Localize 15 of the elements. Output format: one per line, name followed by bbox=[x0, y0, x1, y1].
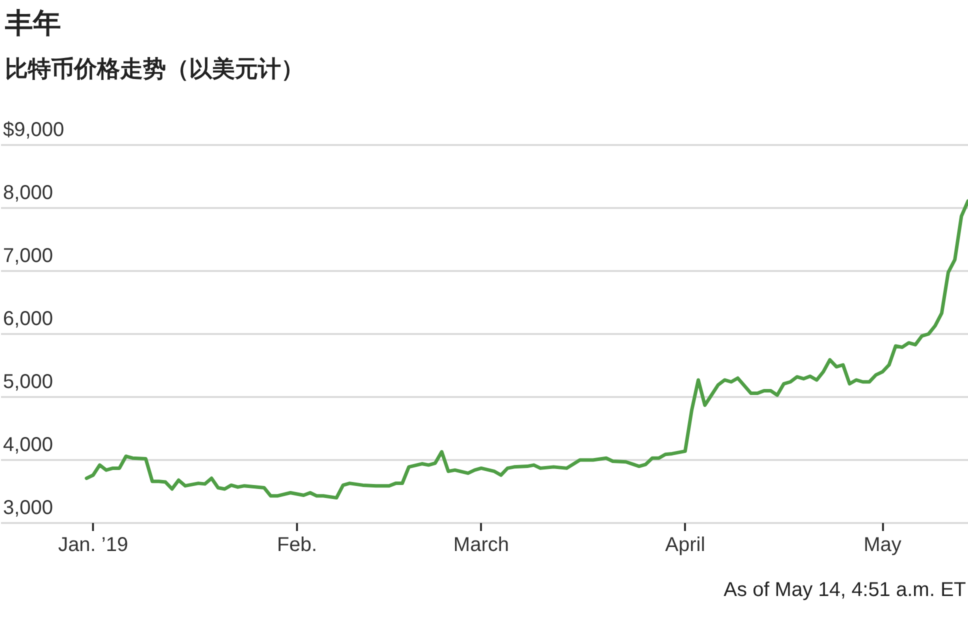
text: As of May 14, 4:51 a.m. ET bbox=[724, 579, 966, 601]
y-tick-label: 4,000 bbox=[3, 434, 54, 456]
chart-title: 丰年 bbox=[4, 8, 61, 38]
y-tick-label: 7,000 bbox=[3, 245, 54, 267]
y-tick-label: 3,000 bbox=[3, 497, 54, 519]
y-tick-label: 5,000 bbox=[3, 371, 54, 393]
x-tick-label: Feb. bbox=[277, 534, 318, 556]
x-tick-label: Jan. ’19 bbox=[58, 534, 128, 556]
chart-subtitle: 比特币价格走势（以美元计） bbox=[5, 56, 304, 82]
x-tick-label: May bbox=[864, 534, 902, 556]
x-tick-label: March bbox=[453, 534, 509, 556]
y-tick-label: $9,000 bbox=[3, 119, 64, 141]
x-tick-label: April bbox=[665, 534, 706, 556]
y-tick-label: 8,000 bbox=[3, 182, 54, 204]
y-tick-label: 6,000 bbox=[3, 308, 54, 330]
